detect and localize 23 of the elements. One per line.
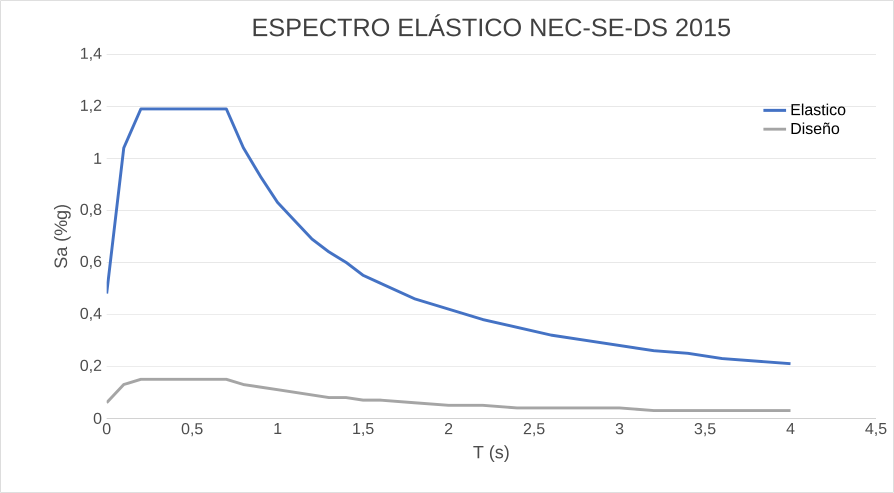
y-tick-label: 0,4 [80,308,102,321]
x-tick-label: 0,5 [182,423,203,436]
x-tick-label: 3 [616,423,624,434]
y-tick-label: 1,4 [81,48,102,61]
x-tick-label: 2,5 [524,423,544,436]
chart-title: ESPECTRO ELÁSTICO NEC-SE-DS 2015 [254,14,730,36]
y-tick-label: 1,2 [81,100,102,113]
y-tick-label: 0,2 [80,360,102,373]
legend-label: Elastico [792,104,846,116]
x-tick-label: 4,5 [865,423,886,436]
x-tick-label: 1,5 [353,423,374,436]
y-tick-label: 1 [94,152,102,164]
x-tick-label: 3,5 [694,423,716,436]
y-tick-label: 0,8 [80,204,102,217]
y-tick-label: 0,6 [80,256,102,269]
y-axis-title: Sa (%g) [54,205,71,268]
y-tick-label: 0 [94,412,102,424]
x-tick-label: 0 [102,423,110,434]
x-axis-title: T (s) [473,445,509,462]
x-tick-label: 2 [444,423,452,434]
legend-label: Diseño [792,122,840,134]
x-tick-label: 4 [786,423,794,434]
x-tick-label: 1 [274,423,282,434]
